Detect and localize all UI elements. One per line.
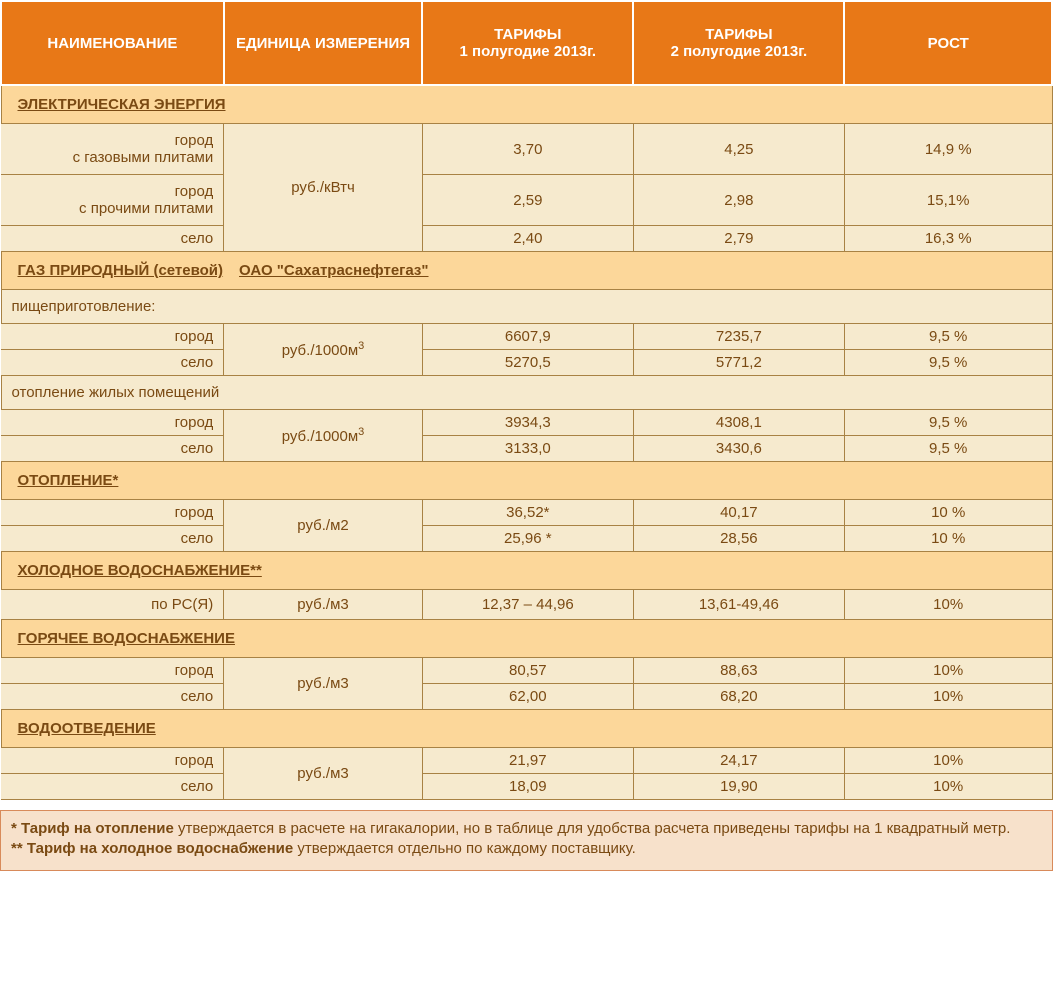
footnote-box: * Тариф на отопление утверждается в расч… — [0, 810, 1053, 871]
growth: 14,9 % — [844, 124, 1052, 175]
unit-cell: руб./м3 — [224, 590, 423, 620]
col-growth: РОСТ — [844, 1, 1052, 85]
col-tariff1: ТАРИФЫ 1 полугодие 2013г. — [422, 1, 633, 85]
footnote-2: ** Тариф на холодное водоснабжение утвер… — [11, 839, 1042, 859]
tariff2: 4,25 — [633, 124, 844, 175]
section-title-gas: ГАЗ ПРИРОДНЫЙ (сетевой)ОАО "Сахатраснефт… — [1, 252, 1052, 290]
tariff1: 2,59 — [422, 175, 633, 226]
tariff1: 2,40 — [422, 226, 633, 252]
tariff2: 2,79 — [633, 226, 844, 252]
sub-header-cooking: пищеприготовление: — [1, 290, 1052, 324]
unit-cell: руб./м3 — [224, 658, 423, 710]
unit-cell: руб./1000м3 — [224, 324, 423, 376]
row-name: город — [9, 324, 224, 350]
unit-cell: руб./м3 — [224, 748, 423, 800]
row-name: город с газовыми плитами — [9, 124, 224, 175]
section-title-cold-water: ХОЛОДНОЕ ВОДОСНАБЖЕНИЕ** — [1, 552, 1052, 590]
col-unit: ЕДИНИЦА ИЗМЕРЕНИЯ — [224, 1, 423, 85]
unit-cell: руб./м2 — [224, 500, 423, 552]
row-name: город — [9, 500, 224, 526]
row-name: город с прочими плитами — [9, 175, 224, 226]
growth: 16,3 % — [844, 226, 1052, 252]
section-title-electricity: ЭЛЕКТРИЧЕСКАЯ ЭНЕРГИЯ — [1, 85, 1052, 124]
section-title-heating: ОТОПЛЕНИЕ* — [1, 462, 1052, 500]
row-name: город — [9, 748, 224, 774]
row-name: село — [9, 436, 224, 462]
header-row: НАИМЕНОВАНИЕ ЕДИНИЦА ИЗМЕРЕНИЯ ТАРИФЫ 1 … — [1, 1, 1052, 85]
section-title-drainage: ВОДООТВЕДЕНИЕ — [1, 710, 1052, 748]
tariff2: 2,98 — [633, 175, 844, 226]
row-name: по РС(Я) — [9, 590, 224, 620]
col-tariff2: ТАРИФЫ 2 полугодие 2013г. — [633, 1, 844, 85]
sub-header-heating: отопление жилых помещений — [1, 376, 1052, 410]
section-title-hot-water: ГОРЯЧЕЕ ВОДОСНАБЖЕНИЕ — [1, 620, 1052, 658]
row-name: село — [9, 226, 224, 252]
row-name: город — [9, 410, 224, 436]
unit-cell: руб./кВтч — [224, 124, 423, 252]
row-name: село — [9, 350, 224, 376]
growth: 15,1% — [844, 175, 1052, 226]
tariff1: 3,70 — [422, 124, 633, 175]
row-name: село — [9, 526, 224, 552]
col-name: НАИМЕНОВАНИЕ — [1, 1, 224, 85]
footnote-1: * Тариф на отопление утверждается в расч… — [11, 819, 1042, 839]
row-name: село — [9, 684, 224, 710]
row-name: город — [9, 658, 224, 684]
unit-cell: руб./1000м3 — [224, 410, 423, 462]
row-name: село — [9, 774, 224, 800]
tariff-table: НАИМЕНОВАНИЕ ЕДИНИЦА ИЗМЕРЕНИЯ ТАРИФЫ 1 … — [0, 0, 1053, 800]
